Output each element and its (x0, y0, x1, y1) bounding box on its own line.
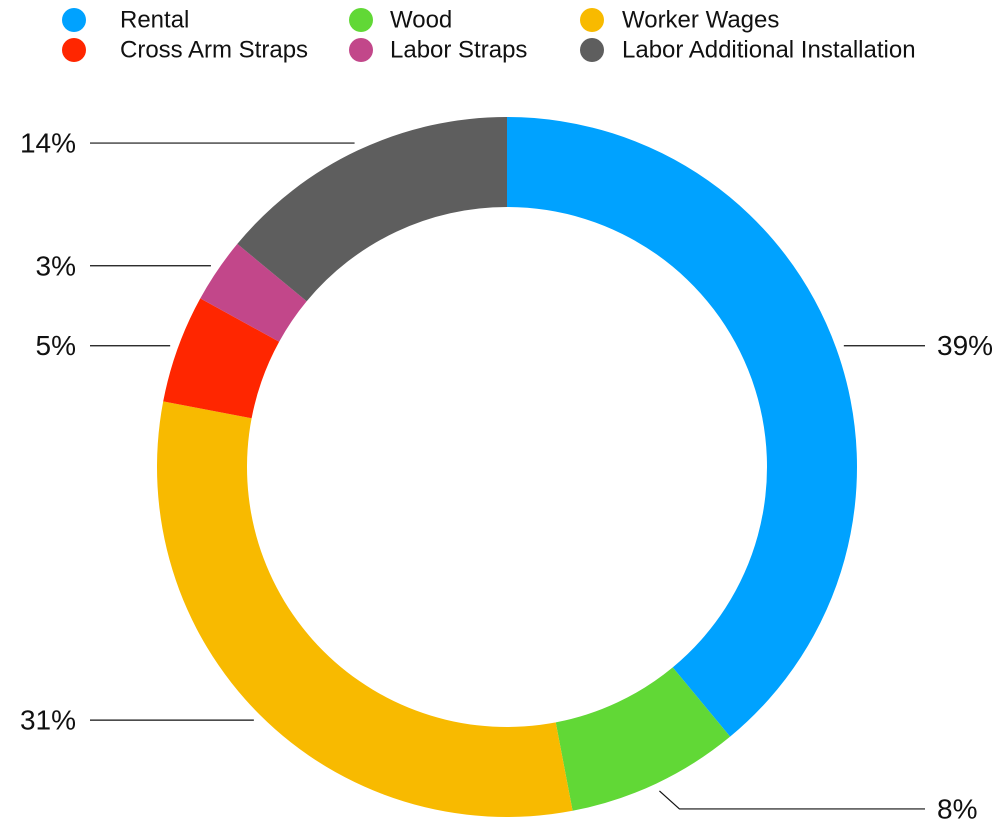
legend-label-worker-wages: Worker Wages (622, 7, 779, 34)
legend-label-cross-arm-straps: Cross Arm Straps (120, 37, 308, 64)
legend-item-worker-wages: Worker Wages (580, 7, 779, 34)
slice-wood (555, 667, 731, 811)
slice-labor-additional-installation (237, 117, 507, 302)
data-label-rental: 39% (937, 330, 993, 361)
legend-swatch-wood (349, 8, 373, 32)
legend-item-wood: Wood (349, 7, 452, 34)
donut-slices (156, 117, 857, 817)
legend-label-labor-straps: Labor Straps (390, 37, 527, 64)
legend-item-cross-arm-straps: Cross Arm Straps (62, 37, 308, 64)
legend-item-rental: Rental (62, 7, 189, 34)
legend-item-labor-additional-installation: Labor Additional Installation (580, 37, 916, 64)
legend-swatch-cross-arm-straps (62, 38, 86, 62)
legend-swatch-rental (62, 8, 86, 32)
legend-label-rental: Rental (120, 7, 189, 34)
legend-swatch-labor-additional-installation (580, 38, 604, 62)
chart-legend: Rental Wood Worker Wages Cross Arm Straps La… (62, 7, 916, 64)
legend-item-labor-straps: Labor Straps (349, 37, 527, 64)
leader-line-wood (659, 790, 925, 810)
legend-swatch-labor-straps (349, 38, 373, 62)
data-label-labor-additional-installation: 14% (20, 128, 76, 159)
slice-cross-arm-straps (163, 298, 280, 419)
data-label-cross-arm-straps: 5% (36, 330, 76, 361)
data-label-worker-wages: 31% (20, 705, 76, 736)
legend-label-wood: Wood (390, 7, 452, 34)
percentage-labels: 39% 8% 31% 5% 3% 14% (20, 128, 993, 825)
slice-labor-straps (200, 243, 307, 342)
slice-worker-wages (156, 401, 573, 817)
slice-rental (507, 117, 857, 737)
data-label-wood: 8% (937, 793, 977, 824)
legend-label-labor-additional-installation: Labor Additional Installation (622, 37, 916, 64)
legend-swatch-worker-wages (580, 8, 604, 32)
data-label-labor-straps: 3% (36, 250, 76, 281)
label-leader-lines (90, 142, 925, 810)
